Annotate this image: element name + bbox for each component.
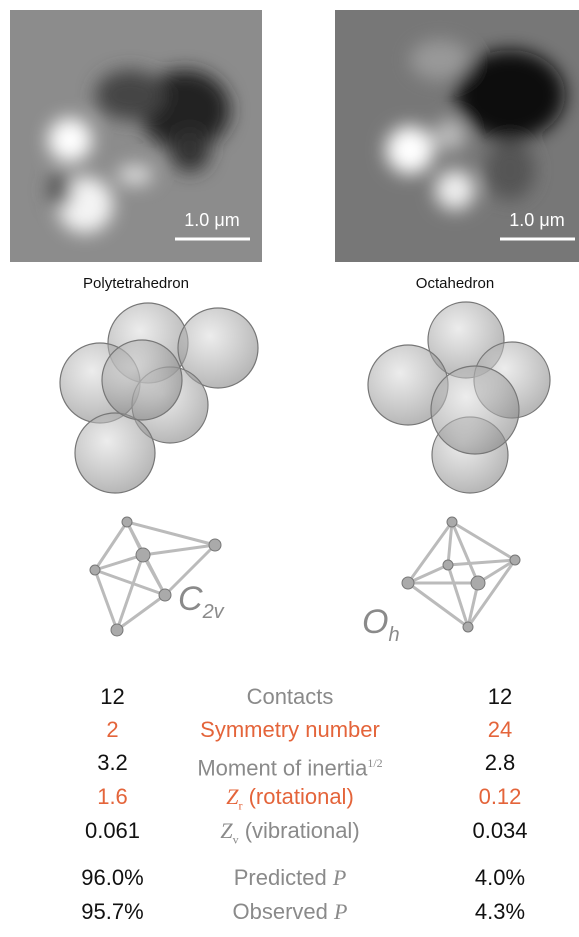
point-group: Oh (362, 603, 400, 646)
point-group: C2v (178, 580, 225, 623)
label-sub: v (233, 832, 239, 846)
label-text: Contacts (247, 684, 334, 709)
label-symbol: P (333, 865, 346, 890)
label-sup: 1/2 (367, 756, 382, 770)
right-value: 0.034 (430, 814, 570, 848)
table-row: 3.2 Moment of inertia1/2 2.8 (0, 746, 579, 780)
right-value: 4.0% (430, 861, 570, 895)
right-value: 2.8 (430, 746, 570, 780)
left-value: 96.0% (40, 861, 185, 895)
table-row: 2 Symmetry number 24 (0, 713, 579, 747)
symbol: O (362, 603, 388, 641)
left-value: 0.061 (40, 814, 185, 848)
right-value: 24 (430, 713, 570, 747)
table-row: 12 Contacts 12 (0, 680, 579, 714)
left-value: 1.6 (40, 780, 185, 814)
figure: 1.0 μm 1.0 μm Polytetrahedron Octahedron… (0, 0, 579, 650)
row-label: Observed P (170, 895, 410, 929)
label-text: Symmetry number (200, 717, 380, 742)
label-text: Predicted (234, 865, 327, 890)
label-text: (rotational) (249, 784, 354, 809)
left-value: 2 (40, 713, 185, 747)
right-value: 0.12 (430, 780, 570, 814)
structure-name: Polytetrahedron (83, 275, 189, 292)
scale-label: 1.0 μm (509, 210, 564, 230)
right-value: 12 (430, 680, 570, 714)
structure-name: Octahedron (416, 275, 494, 292)
stick-nodes (402, 517, 520, 632)
sphere-cluster (368, 302, 550, 493)
table-row: 1.6 Zr (rotational) 0.12 (0, 780, 579, 814)
symbol-sub: h (388, 624, 399, 646)
row-label: Predicted P (170, 861, 410, 895)
right-value: 4.3% (430, 895, 570, 929)
label-text: Moment of inertia (197, 755, 367, 780)
label-text: Observed (233, 899, 328, 924)
symbol-sub: 2v (202, 601, 225, 623)
page: 1.0 μm 1.0 μm Polytetrahedron Octahedron… (0, 0, 579, 937)
row-label: Zv (vibrational) (170, 814, 410, 856)
label-text: (vibrational) (245, 818, 360, 843)
table-row: 0.061 Zv (vibrational) 0.034 (0, 814, 579, 848)
label-symbol: Z (226, 784, 238, 809)
stick-model (408, 522, 515, 627)
row-label: Symmetry number (170, 713, 410, 747)
row-label: Contacts (170, 680, 410, 714)
label-symbol: P (334, 899, 347, 924)
symbol: C (178, 580, 203, 618)
left-value: 95.7% (40, 895, 185, 929)
sphere-cluster (60, 303, 258, 493)
left-value: 12 (40, 680, 185, 714)
scale-label: 1.0 μm (184, 210, 239, 230)
left-value: 3.2 (40, 746, 185, 780)
label-sub: r (238, 798, 242, 812)
label-symbol: Z (220, 818, 232, 843)
